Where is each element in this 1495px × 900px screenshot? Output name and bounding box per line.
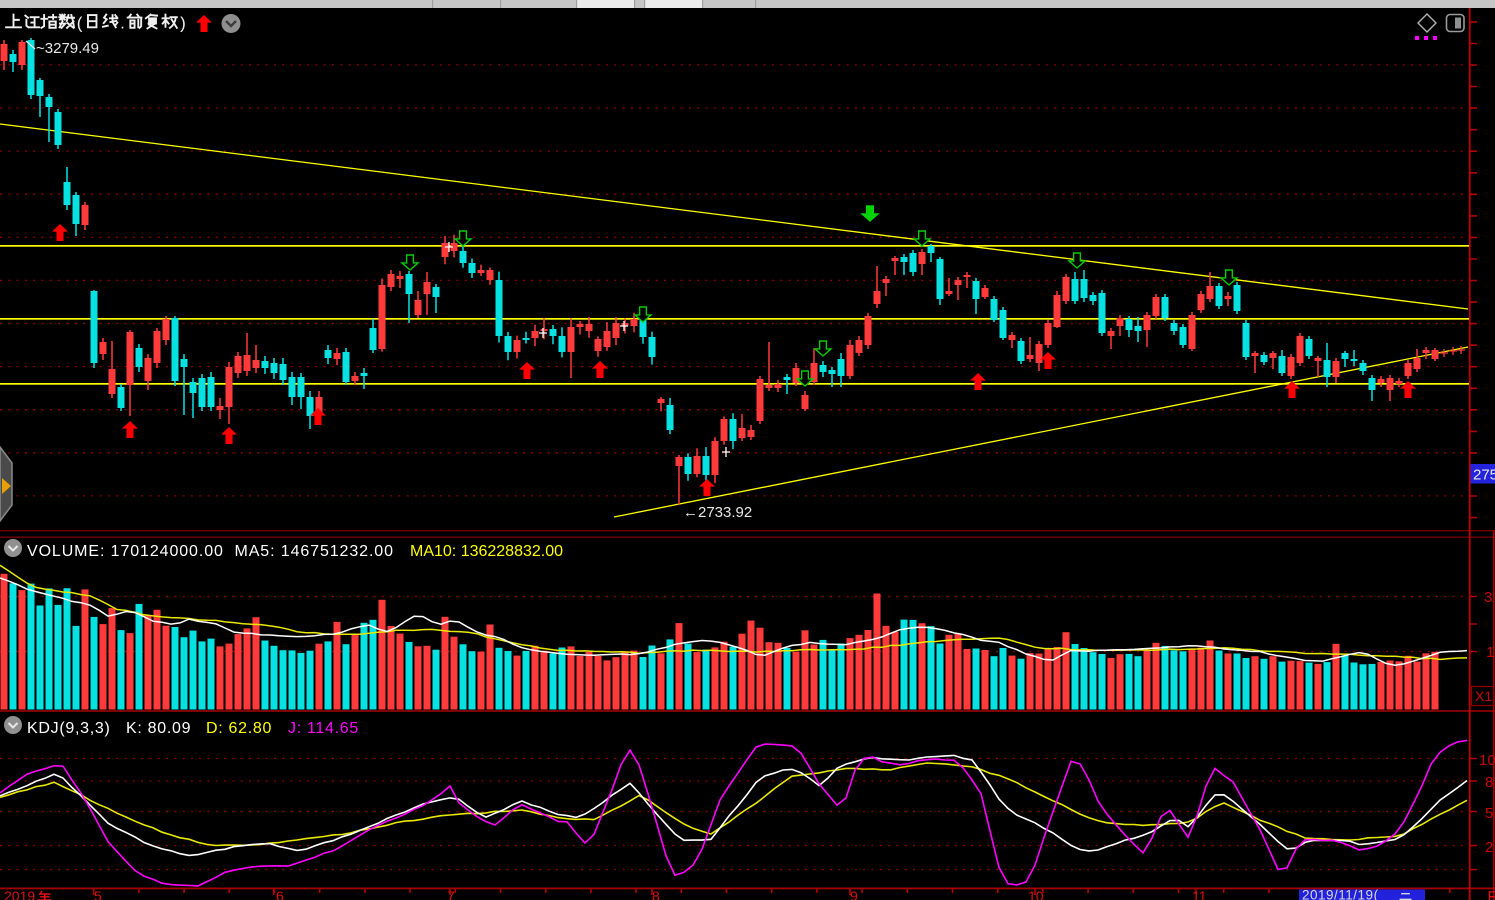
svg-text:D: 62.80: D: 62.80 xyxy=(206,720,272,737)
svg-text:2019/11/19(: 2019/11/19( xyxy=(1302,888,1379,900)
svg-text:2: 2 xyxy=(1485,839,1493,856)
svg-text:5: 5 xyxy=(1485,805,1493,822)
svg-text:10: 10 xyxy=(1028,888,1044,900)
svg-text:2758: 2758 xyxy=(1473,467,1495,484)
svg-text:6: 6 xyxy=(276,888,284,900)
svg-text:11: 11 xyxy=(1192,888,1207,900)
svg-text:1: 1 xyxy=(1486,644,1494,661)
svg-text:J: 114.65: J: 114.65 xyxy=(288,720,359,737)
svg-text:3: 3 xyxy=(1484,589,1492,606)
svg-text:8: 8 xyxy=(652,888,660,900)
svg-text:MA10: 136228832.00: MA10: 136228832.00 xyxy=(410,543,563,560)
svg-text:7: 7 xyxy=(447,888,455,900)
svg-text:X1: X1 xyxy=(1475,688,1492,704)
svg-text:←2733.92: ←2733.92 xyxy=(683,504,752,521)
svg-text:2019: 2019 xyxy=(4,888,35,900)
svg-text:KDJ(9,3,3): KDJ(9,3,3) xyxy=(27,720,110,737)
svg-text:~3279.49: ~3279.49 xyxy=(36,40,99,57)
svg-text:9: 9 xyxy=(850,888,858,900)
svg-text:(: ( xyxy=(77,14,83,33)
svg-text:): ) xyxy=(180,14,186,33)
svg-text:K: 80.09: K: 80.09 xyxy=(126,720,191,737)
svg-text:5: 5 xyxy=(94,888,102,900)
svg-text:.: . xyxy=(120,14,125,33)
svg-text:10: 10 xyxy=(1479,752,1495,769)
svg-text:VOLUME: 170124000.00 MA5: 146: VOLUME: 170124000.00 MA5: 146751232.00 xyxy=(27,543,394,560)
svg-text:8: 8 xyxy=(1485,774,1493,791)
